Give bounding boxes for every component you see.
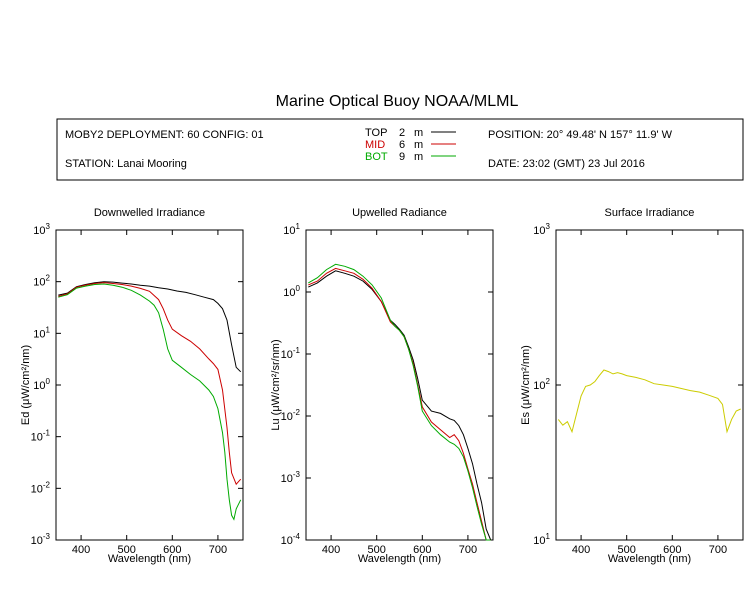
y-tick-label: 102 — [533, 377, 550, 392]
x-axis-label: Wavelength (nm) — [358, 553, 441, 565]
series-line — [58, 283, 242, 521]
y-tick-label: 100 — [283, 284, 300, 299]
plot-frame — [55, 229, 244, 541]
station-text: STATION: Lanai Mooring — [65, 158, 187, 170]
y-tick-label: 10-1 — [31, 429, 51, 444]
series-line — [308, 270, 492, 541]
x-tick-label: 600 — [413, 544, 431, 556]
panel-title: Upwelled Radiance — [352, 207, 447, 219]
legend-label: BOT — [365, 151, 388, 163]
x-tick-label: 700 — [459, 544, 477, 556]
x-tick-label: 400 — [72, 544, 90, 556]
panel-2: Surface Irradiance 400 500 600 700 101 102 103 W… — [520, 207, 744, 565]
legend-unit: m — [414, 151, 423, 163]
legend-unit: m — [414, 139, 423, 151]
x-tick-label: 500 — [618, 544, 636, 556]
plot-frame — [305, 229, 494, 541]
legend-depth: 9 — [399, 151, 405, 163]
y-tick-label: 10-4 — [281, 532, 301, 547]
legend-label: TOP — [365, 127, 387, 139]
deployment-text: MOBY2 DEPLOYMENT: 60 CONFIG: 01 — [65, 129, 264, 141]
y-axis-label: Ed (μW/cm²/nm) — [20, 345, 32, 425]
x-axis-label: Wavelength (nm) — [608, 553, 691, 565]
x-tick-label: 700 — [209, 544, 227, 556]
x-tick-label: 700 — [709, 544, 727, 556]
legend-unit: m — [414, 127, 423, 139]
series-line — [58, 281, 242, 373]
chart-title: Marine Optical Buoy NOAA/MLML — [276, 93, 519, 110]
panel-1: Upwelled Radiance 400 500 600 700 10-4 10-3 10-… — [270, 207, 494, 565]
x-axis-label: Wavelength (nm) — [108, 553, 191, 565]
y-tick-label: 101 — [33, 325, 50, 340]
legend-entry-top: TOP 2 m — [365, 127, 456, 139]
y-tick-label: 101 — [283, 222, 300, 237]
x-tick-label: 500 — [118, 544, 136, 556]
y-tick-label: 103 — [33, 222, 50, 237]
y-tick-label: 100 — [33, 377, 50, 392]
date-text: DATE: 23:02 (GMT) 23 Jul 2016 — [488, 158, 645, 170]
y-tick-label: 10-3 — [31, 532, 51, 547]
position-text: POSITION: 20° 49.48' N 157° 11.9' W — [488, 129, 673, 141]
y-tick-label: 103 — [533, 222, 550, 237]
legend-depth: 6 — [399, 139, 405, 151]
x-tick-label: 500 — [368, 544, 386, 556]
y-tick-label: 10-3 — [281, 470, 301, 485]
legend-depth: 2 — [399, 127, 405, 139]
panel-title: Downwelled Irradiance — [94, 207, 205, 219]
panel-title: Surface Irradiance — [605, 207, 695, 219]
y-axis-label: Es (μW/cm²/nm) — [520, 345, 532, 425]
y-tick-label: 10-1 — [281, 346, 301, 361]
series-line — [308, 263, 491, 541]
legend-entry-mid: MID 6 m — [365, 139, 456, 151]
info-box — [56, 118, 744, 181]
panel-0: Downwelled Irradiance 400 500 600 700 10-3 10-… — [20, 207, 244, 565]
legend-label: MID — [365, 139, 385, 151]
x-tick-label: 400 — [322, 544, 340, 556]
x-tick-label: 600 — [663, 544, 681, 556]
legend-entry-bot: BOT 9 m — [365, 151, 456, 163]
y-axis-label: Lu (μW/cm²/sr/nm) — [270, 339, 282, 430]
panels: Downwelled Irradiance 400 500 600 700 10-3 10-… — [20, 207, 744, 565]
y-tick-label: 10-2 — [281, 408, 301, 423]
y-tick-label: 102 — [33, 274, 50, 289]
plot-frame — [555, 229, 744, 541]
series-line — [557, 369, 741, 434]
y-tick-label: 101 — [533, 532, 550, 547]
depth-legend: TOP 2 m MID 6 m BOT 9 m — [365, 127, 456, 163]
x-tick-label: 400 — [572, 544, 590, 556]
series-line — [308, 267, 491, 541]
x-tick-label: 600 — [163, 544, 181, 556]
y-tick-label: 10-2 — [31, 480, 51, 495]
series-line — [58, 282, 242, 486]
